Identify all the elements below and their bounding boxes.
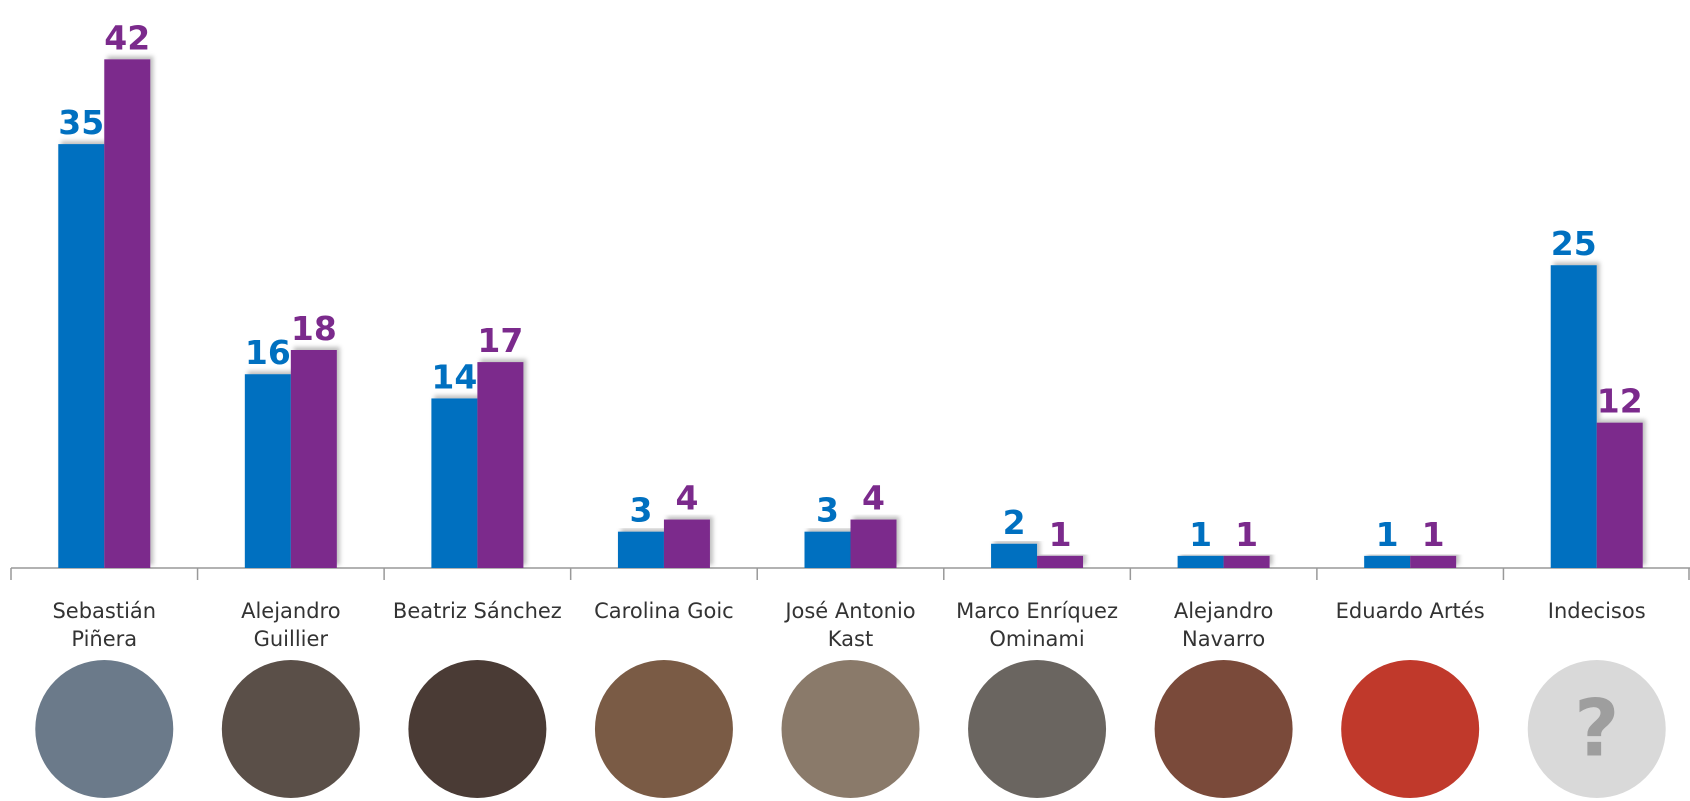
bar bbox=[850, 519, 897, 568]
candidate-photo bbox=[1154, 660, 1293, 798]
bar bbox=[1177, 555, 1224, 568]
bar bbox=[1223, 555, 1270, 568]
value-label: 25 bbox=[1551, 224, 1597, 263]
value-label: 3 bbox=[629, 491, 652, 530]
value-label: 1 bbox=[1235, 515, 1258, 554]
category-label: Navarro bbox=[1182, 627, 1265, 651]
category-label: Marco Enríquez bbox=[956, 599, 1118, 623]
value-label: 2 bbox=[1003, 503, 1026, 542]
value-label: 14 bbox=[431, 357, 477, 396]
value-label: 18 bbox=[291, 309, 337, 348]
bar bbox=[431, 398, 478, 568]
candidate-photo bbox=[1341, 660, 1480, 798]
value-label: 3 bbox=[816, 491, 839, 530]
category-label: Sebastián bbox=[52, 599, 156, 623]
value-label: 35 bbox=[58, 103, 104, 142]
category-label: Ominami bbox=[989, 627, 1084, 651]
bar bbox=[290, 350, 337, 568]
bar bbox=[104, 59, 151, 568]
bar bbox=[1596, 422, 1643, 568]
category-label: Eduardo Artés bbox=[1336, 599, 1485, 623]
value-label: 17 bbox=[477, 321, 523, 360]
value-label: 1 bbox=[1376, 515, 1399, 554]
category-label: Alejandro bbox=[241, 599, 340, 623]
photo-placeholder: ? bbox=[1574, 684, 1619, 774]
value-label: 12 bbox=[1597, 382, 1643, 421]
candidate-photo bbox=[408, 660, 547, 798]
value-label: 16 bbox=[245, 333, 291, 372]
bar bbox=[617, 531, 664, 568]
bar bbox=[991, 543, 1038, 568]
category-label: Beatriz Sánchez bbox=[393, 599, 562, 623]
bar bbox=[1364, 555, 1411, 568]
bar bbox=[1410, 555, 1457, 568]
value-label: 1 bbox=[1189, 515, 1212, 554]
candidate-photo bbox=[35, 660, 174, 798]
bar bbox=[663, 519, 710, 568]
bar bbox=[804, 531, 851, 568]
category-label: Guillier bbox=[254, 627, 329, 651]
bar bbox=[58, 144, 105, 568]
value-label: 1 bbox=[1422, 515, 1445, 554]
candidate-photo bbox=[1527, 660, 1666, 798]
value-label: 1 bbox=[1049, 515, 1072, 554]
candidate-photo bbox=[221, 660, 360, 798]
category-label: Piñera bbox=[71, 627, 137, 651]
candidate-photo bbox=[968, 660, 1107, 798]
category-label: Carolina Goic bbox=[594, 599, 734, 623]
bar bbox=[477, 362, 524, 568]
category-label: José Antonio bbox=[783, 599, 915, 623]
category-label: Kast bbox=[828, 627, 873, 651]
candidate-photo bbox=[781, 660, 920, 798]
category-label: Indecisos bbox=[1548, 599, 1646, 623]
bar bbox=[1037, 555, 1084, 568]
bar bbox=[244, 374, 291, 568]
value-label: 4 bbox=[862, 479, 885, 518]
value-label: 4 bbox=[675, 479, 698, 518]
value-label: 42 bbox=[104, 18, 150, 57]
bar bbox=[1550, 265, 1597, 568]
candidate-photo bbox=[594, 660, 733, 798]
category-label: Alejandro bbox=[1174, 599, 1273, 623]
